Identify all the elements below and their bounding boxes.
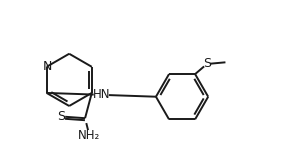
Text: HN: HN [93, 88, 110, 101]
Text: S: S [203, 58, 211, 71]
Text: NH₂: NH₂ [78, 129, 100, 142]
Text: S: S [57, 110, 66, 123]
Text: N: N [43, 60, 52, 73]
